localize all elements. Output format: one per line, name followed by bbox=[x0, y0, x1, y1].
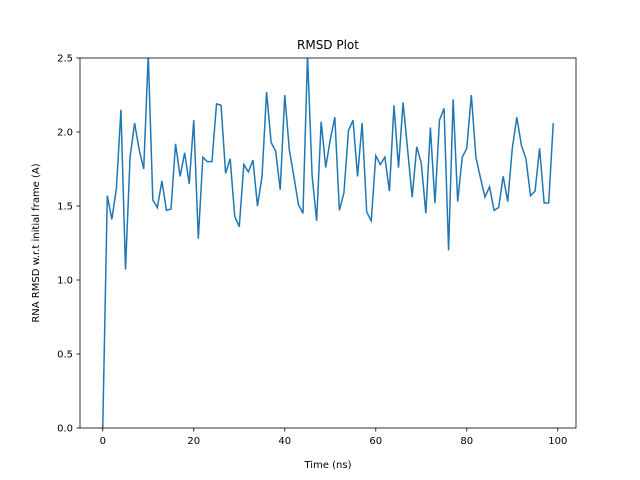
x-tick-label: 0 bbox=[100, 436, 106, 447]
y-axis-ticks: 0.0 0.5 1.0 1.5 2.0 2.5 bbox=[57, 54, 80, 435]
y-axis-label: RNA RMSD w.r.t initial frame (A) bbox=[31, 163, 42, 322]
chart-title: RMSD Plot bbox=[297, 38, 359, 52]
y-tick-label: 1.5 bbox=[57, 202, 73, 213]
y-tick-label: 0.0 bbox=[57, 424, 73, 435]
x-tick-label: 20 bbox=[187, 436, 200, 447]
y-tick-label: 0.5 bbox=[57, 350, 73, 361]
x-tick-label: 100 bbox=[548, 436, 567, 447]
x-tick-label: 40 bbox=[278, 436, 291, 447]
x-tick-label: 60 bbox=[369, 436, 382, 447]
y-tick-label: 2.0 bbox=[57, 128, 73, 139]
x-axis-label: Time (ns) bbox=[303, 460, 351, 471]
plot-area bbox=[102, 58, 554, 428]
y-tick-label: 2.5 bbox=[57, 54, 73, 65]
x-tick-label: 80 bbox=[460, 436, 473, 447]
rmsd-series-line bbox=[102, 58, 554, 428]
axes-frame bbox=[79, 57, 577, 429]
x-axis-ticks: 0 20 40 60 80 100 bbox=[100, 428, 567, 447]
y-tick-label: 1.0 bbox=[57, 276, 73, 287]
